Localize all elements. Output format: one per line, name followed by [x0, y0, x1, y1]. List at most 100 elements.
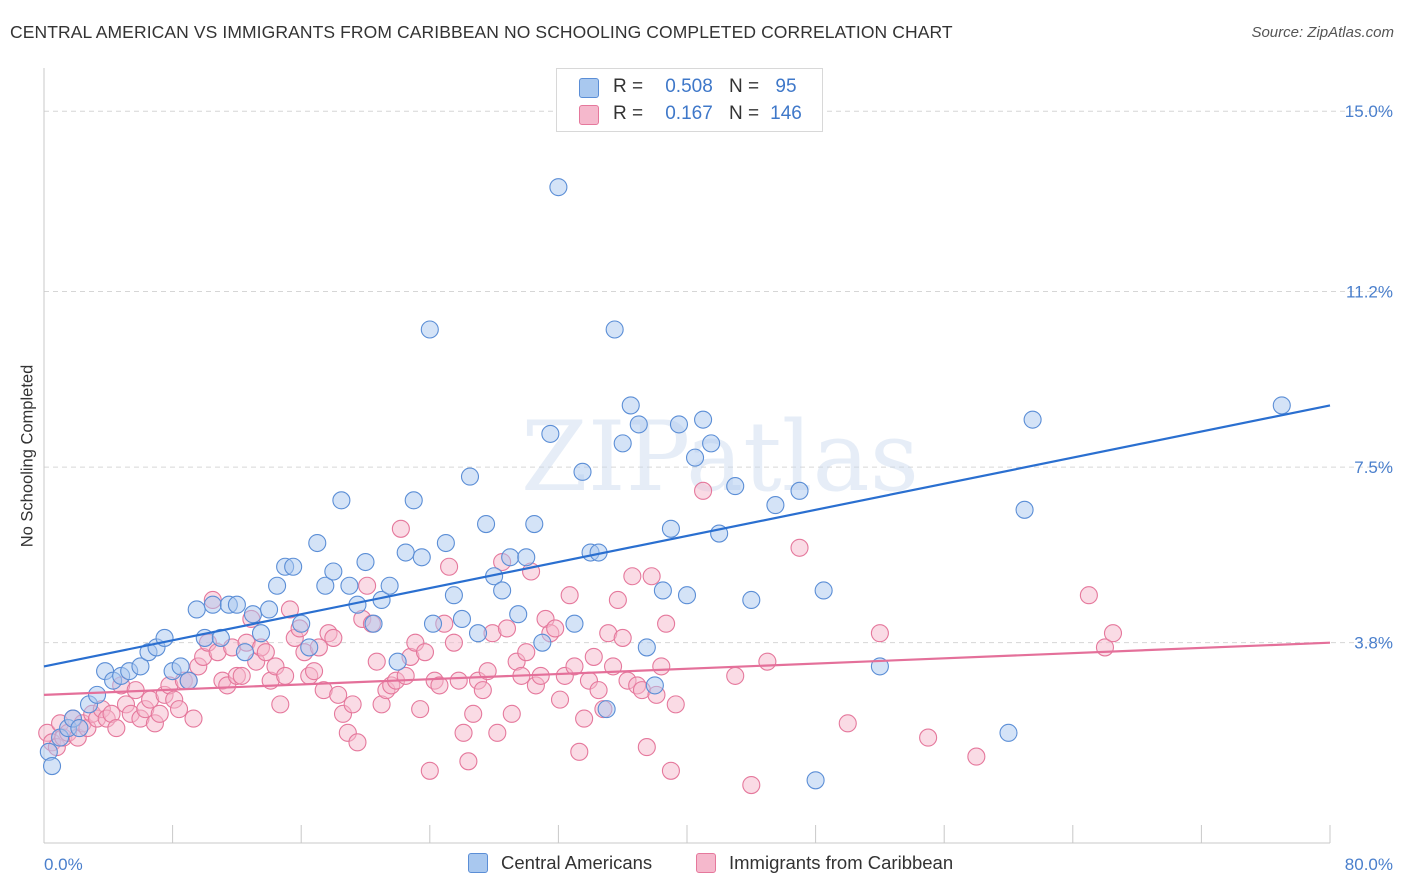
data-point-central-american: [179, 671, 198, 690]
data-point-central-american: [669, 415, 689, 434]
data-point-central-american: [694, 410, 713, 429]
data-point-central-american: [380, 576, 399, 595]
central-american-points: [39, 178, 1291, 790]
data-point-caribbean: [449, 671, 468, 690]
data-point-central-american: [268, 576, 287, 595]
data-point-central-american: [131, 657, 150, 676]
data-point-central-american: [292, 614, 311, 633]
data-point-caribbean: [411, 700, 430, 719]
data-point-central-american: [533, 633, 552, 652]
data-point-caribbean: [329, 685, 348, 704]
data-point-central-american: [597, 700, 616, 719]
x-tick-label: 80.0%: [1345, 855, 1393, 874]
data-point-caribbean: [742, 775, 761, 795]
data-point-central-american: [187, 600, 206, 619]
data-point-caribbean: [367, 652, 386, 671]
data-point-central-american: [356, 552, 375, 572]
r-value: 0.167: [665, 103, 713, 124]
data-point-central-american: [412, 548, 431, 567]
r-value: 0.508: [665, 76, 713, 97]
data-point-central-american: [332, 491, 351, 510]
data-point-caribbean: [1079, 586, 1098, 605]
trend-line-central-americans: [43, 404, 1331, 668]
data-point-caribbean: [305, 662, 324, 681]
chart-title: CENTRAL AMERICAN VS IMMIGRANTS FROM CARI…: [10, 22, 953, 42]
data-point-central-american: [677, 586, 697, 605]
data-point-caribbean: [459, 752, 478, 771]
data-point-central-american: [171, 657, 190, 676]
data-point-caribbean: [502, 704, 521, 723]
grid-lines: [44, 110, 1390, 644]
data-point-caribbean: [661, 761, 680, 780]
data-point-caribbean: [726, 666, 745, 685]
data-point-caribbean: [169, 700, 189, 719]
data-point-caribbean: [575, 709, 594, 728]
data-point-caribbean: [497, 619, 517, 638]
data-point-central-american: [364, 614, 383, 633]
data-point-central-american: [661, 519, 680, 538]
data-point-caribbean: [150, 704, 169, 723]
legend-label: Central Americans: [501, 852, 653, 873]
data-point-caribbean: [758, 652, 777, 671]
data-point-central-american: [806, 771, 825, 790]
data-point-central-american: [565, 614, 584, 633]
data-point-central-american: [541, 424, 560, 443]
data-point-caribbean: [657, 614, 676, 633]
r-label: R =: [613, 103, 644, 124]
data-point-central-american: [388, 652, 407, 671]
y-tick-label: 3.8%: [1354, 634, 1393, 653]
data-point-central-american: [436, 533, 455, 553]
data-point-central-american: [468, 624, 488, 643]
data-point-caribbean: [565, 657, 584, 676]
data-point-central-american: [605, 320, 624, 339]
data-point-central-american: [396, 543, 415, 562]
data-point-central-american: [702, 434, 721, 453]
data-point-central-american: [629, 415, 648, 434]
data-point-central-american: [227, 595, 246, 614]
n-label: N =: [729, 76, 760, 97]
n-label: N =: [729, 103, 760, 124]
data-point-caribbean: [608, 590, 627, 610]
data-point-central-american: [999, 723, 1018, 742]
watermark: ZIPatlas: [521, 401, 919, 513]
data-point-caribbean: [391, 519, 410, 538]
data-point-caribbean: [280, 600, 299, 619]
legend-swatch-blue: [468, 853, 488, 873]
data-point-central-american: [70, 719, 89, 738]
data-point-caribbean: [184, 709, 203, 728]
data-point-caribbean: [666, 695, 685, 714]
data-point-central-american: [316, 576, 335, 595]
legend-label: Immigrants from Caribbean: [729, 852, 954, 873]
legend-swatch-pink: [696, 853, 716, 873]
data-point-caribbean: [473, 681, 492, 700]
data-point-central-american: [493, 581, 512, 600]
data-point-central-american: [517, 548, 536, 567]
data-point-caribbean: [256, 643, 275, 662]
data-point-central-american: [235, 643, 254, 662]
source-label: Source: ZipAtlas.com: [1251, 24, 1394, 41]
data-point-caribbean: [790, 538, 809, 557]
n-value: 95: [775, 76, 797, 97]
data-point-caribbean: [584, 647, 603, 666]
legend-swatch-blue: [579, 78, 599, 98]
data-point-caribbean: [107, 719, 126, 738]
data-point-central-american: [452, 609, 472, 629]
data-point-caribbean: [613, 628, 632, 647]
data-point-central-american: [423, 614, 443, 633]
data-point-central-american: [645, 676, 664, 695]
data-point-caribbean: [546, 619, 565, 638]
data-point-central-american: [460, 467, 480, 486]
data-point-central-american: [501, 548, 520, 567]
trend-lines: [43, 404, 1331, 696]
data-point-central-american: [308, 533, 327, 553]
data-point-caribbean: [623, 567, 642, 586]
data-point-central-american: [573, 462, 592, 481]
data-point-central-american: [525, 515, 544, 534]
data-point-caribbean: [276, 666, 295, 685]
data-point-caribbean: [271, 695, 290, 714]
legend-swatch-pink: [579, 105, 599, 125]
data-point-caribbean: [550, 690, 570, 709]
data-point-caribbean: [444, 633, 463, 652]
data-point-caribbean: [415, 643, 435, 662]
data-point-central-american: [1015, 500, 1034, 519]
